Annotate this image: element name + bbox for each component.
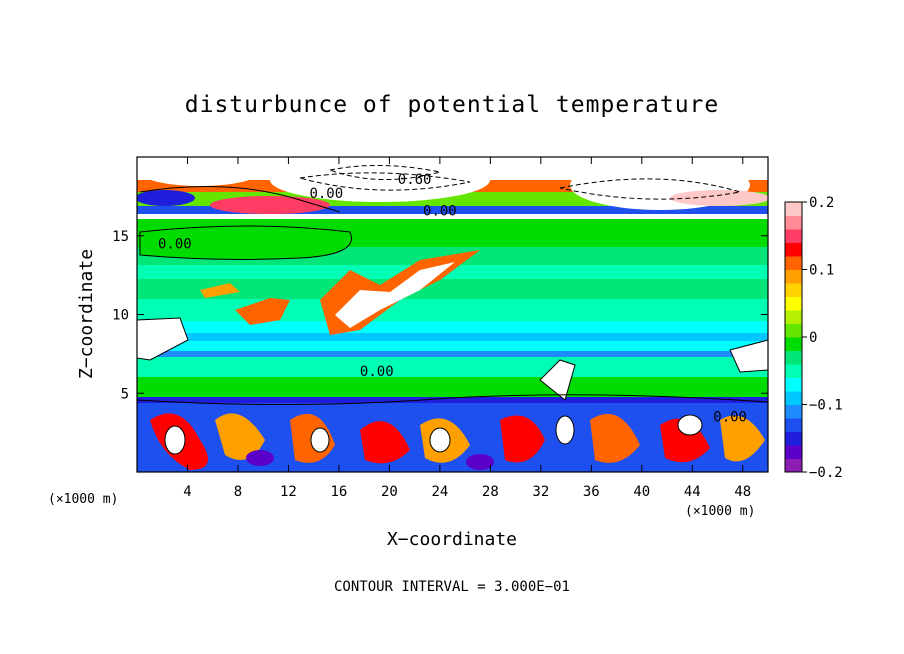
colorbar-swatch: [785, 445, 802, 459]
colorbar-swatch: [785, 202, 802, 216]
colorbar-swatch: [785, 431, 802, 446]
contour-labels: 0.00 0.60 0.00 0.00 0.00 0.00: [158, 172, 747, 426]
colorbar-tick-label: 0.2: [809, 195, 834, 211]
chart-title: disturbunce of potential temperature: [185, 92, 720, 118]
x-tick-label: 28: [482, 484, 499, 500]
x-unit-left: (×1000 m): [48, 492, 118, 507]
colorbar-tick-label: −0.2: [809, 465, 843, 481]
colorbar-swatch: [785, 229, 802, 243]
contour-label: 0.00: [158, 236, 192, 252]
upper-structure: [137, 158, 768, 214]
x-axis-label: X−coordinate: [387, 529, 517, 550]
x-tick-label: 4: [183, 484, 191, 500]
contour-label: 0.00: [423, 203, 457, 219]
x-tick-label: 20: [381, 484, 398, 500]
colorbar-swatch: [785, 458, 802, 473]
colorbar-swatch: [785, 256, 802, 270]
colorbar-tick-label: −0.1: [809, 398, 843, 414]
colorbar-swatch: [785, 283, 802, 297]
lower-structure: [137, 394, 768, 470]
colorbar-swatch: [785, 350, 802, 365]
contour-label: 0.60: [398, 172, 432, 188]
x-axis: 4 8 12 16 20 24 28 32 36 40 44 48: [183, 157, 751, 500]
colorbar-swatch: [785, 215, 802, 230]
colorbar-swatch: [785, 242, 802, 257]
colorbar-swatch: [785, 404, 802, 419]
x-tick-label: 8: [234, 484, 242, 500]
colorbar-swatch: [785, 337, 802, 351]
colorbar-swatch: [785, 296, 802, 311]
y-tick-label: 10: [112, 308, 129, 324]
colorbar-tick-label: 0.1: [809, 263, 834, 279]
x-tick-label: 12: [280, 484, 297, 500]
x-tick-label: 36: [583, 484, 600, 500]
contour-interval-note: CONTOUR INTERVAL = 3.000E−01: [334, 579, 570, 595]
x-tick-label: 44: [684, 484, 701, 500]
colorbar-swatch: [785, 310, 802, 324]
x-tick-label: 40: [633, 484, 650, 500]
x-tick-label: 48: [734, 484, 751, 500]
y-axis-label: Z−coordinate: [76, 249, 97, 379]
x-unit-right: (×1000 m): [685, 504, 755, 519]
y-axis: 5 10 15: [112, 229, 768, 402]
colorbar-swatch: [785, 323, 802, 338]
x-tick-label: 32: [532, 484, 549, 500]
colorbar-swatch: [785, 269, 802, 284]
colorbar-swatch: [785, 418, 802, 432]
mid-structure: [137, 225, 768, 401]
contour-label: 0.00: [713, 410, 747, 426]
x-tick-label: 24: [431, 484, 448, 500]
y-tick-label: 5: [121, 386, 129, 402]
contour-label: 0.00: [360, 364, 394, 380]
contour-label: 0.00: [309, 186, 343, 202]
colorbar-swatch: [785, 391, 802, 405]
plot-area: 0.00 0.60 0.00 0.00 0.00 0.00: [137, 157, 768, 472]
colorbar-swatch: [785, 364, 802, 378]
y-tick-label: 15: [112, 229, 129, 245]
colorbar-swatch: [785, 377, 802, 392]
colorbar-tick-label: 0: [809, 330, 817, 346]
x-tick-label: 16: [330, 484, 347, 500]
colorbar: 0.2 0.1 0 −0.1 −0.2: [784, 195, 843, 481]
